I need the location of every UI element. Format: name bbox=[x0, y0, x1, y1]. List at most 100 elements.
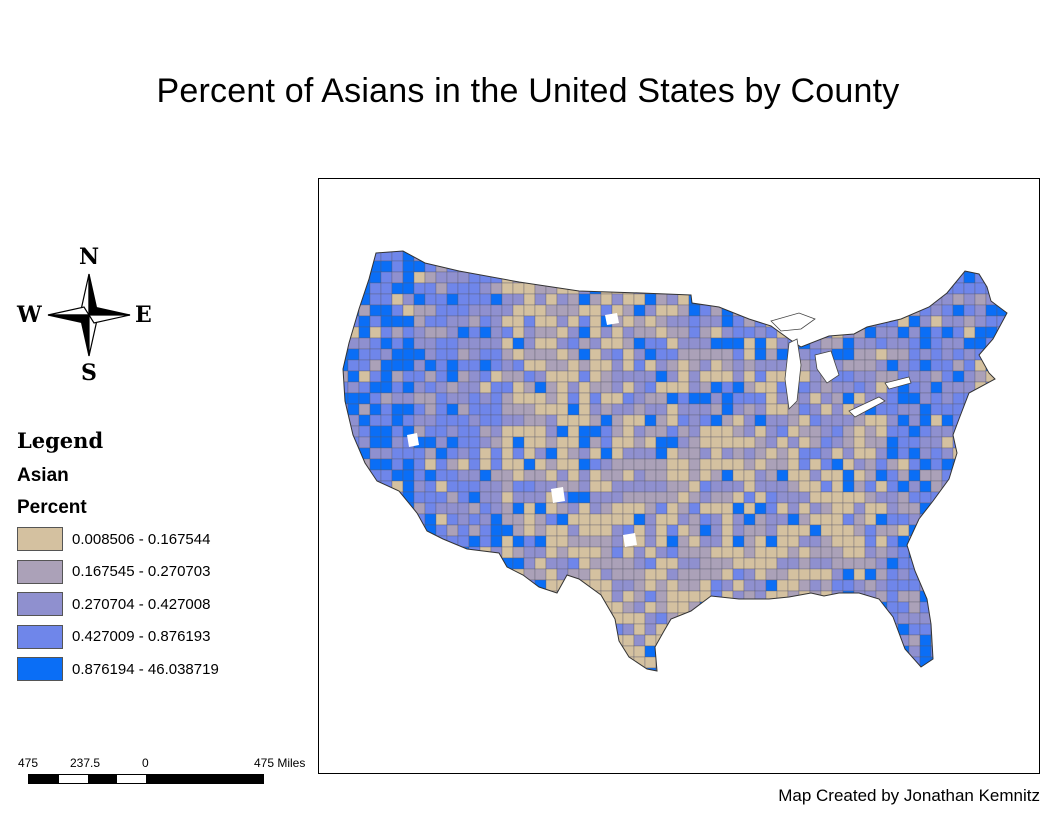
county-cell bbox=[414, 239, 425, 250]
county-cell bbox=[380, 381, 393, 394]
county-cell bbox=[391, 502, 404, 515]
county-cell bbox=[952, 260, 965, 273]
county-cell bbox=[578, 293, 591, 306]
county-cell bbox=[512, 293, 525, 306]
county-cell bbox=[402, 414, 415, 427]
county-cell bbox=[908, 271, 921, 284]
county-cell bbox=[479, 293, 492, 306]
county-cell bbox=[787, 645, 800, 658]
county-cell bbox=[435, 337, 448, 350]
county-cell bbox=[380, 634, 393, 647]
county-cell bbox=[886, 535, 899, 548]
county-cell bbox=[909, 239, 920, 250]
county-cell bbox=[479, 535, 492, 548]
county-cell bbox=[974, 425, 987, 438]
county-cell bbox=[523, 260, 536, 273]
county-cell bbox=[633, 491, 646, 504]
county-cell bbox=[963, 469, 976, 482]
county-cell bbox=[930, 502, 943, 515]
county-cell bbox=[468, 667, 481, 671]
county-cell bbox=[699, 271, 712, 284]
county-cell bbox=[534, 601, 547, 614]
county-cell bbox=[435, 590, 448, 603]
county-cell bbox=[908, 436, 921, 449]
county-cell bbox=[380, 601, 393, 614]
county-cell bbox=[875, 623, 888, 636]
county-cell bbox=[854, 239, 865, 250]
county-cell bbox=[611, 601, 624, 614]
county-cell bbox=[633, 447, 646, 460]
county-cell bbox=[611, 469, 624, 482]
county-cell bbox=[611, 480, 624, 493]
county-cell bbox=[919, 502, 932, 515]
county-cell bbox=[358, 546, 371, 559]
county-cell bbox=[343, 425, 349, 438]
county-cell bbox=[743, 282, 756, 295]
county-cell bbox=[721, 282, 734, 295]
county-cell bbox=[721, 491, 734, 504]
county-cell bbox=[567, 315, 580, 328]
county-cell bbox=[666, 458, 679, 471]
county-cell bbox=[875, 458, 888, 471]
county-cell bbox=[622, 568, 635, 581]
county-cell bbox=[655, 359, 668, 372]
county-cell bbox=[930, 403, 943, 416]
county-cell bbox=[974, 535, 987, 548]
county-cell bbox=[985, 458, 998, 471]
county-cell bbox=[655, 315, 668, 328]
county-cell bbox=[787, 546, 800, 559]
county-cell bbox=[897, 601, 910, 614]
county-cell bbox=[545, 502, 558, 515]
county-cell bbox=[556, 304, 569, 317]
county-cell bbox=[985, 436, 998, 449]
county-cell bbox=[556, 392, 569, 405]
county-cell bbox=[853, 458, 866, 471]
county-cell bbox=[677, 251, 690, 262]
county-cell bbox=[490, 304, 503, 317]
county-cell bbox=[809, 381, 822, 394]
county-cell bbox=[820, 469, 833, 482]
county-cell bbox=[853, 667, 866, 671]
county-cell bbox=[589, 601, 602, 614]
county-cell bbox=[754, 634, 767, 647]
county-cell bbox=[611, 557, 624, 570]
county-cell bbox=[457, 623, 470, 636]
county-cell bbox=[633, 414, 646, 427]
county-cell bbox=[820, 656, 833, 669]
county-cell bbox=[710, 546, 723, 559]
county-cell bbox=[622, 392, 635, 405]
county-cell bbox=[721, 546, 734, 559]
county-cell bbox=[545, 524, 558, 537]
county-cell bbox=[743, 535, 756, 548]
county-cell bbox=[633, 612, 646, 625]
county-cell bbox=[952, 337, 965, 350]
county-cell bbox=[413, 271, 426, 284]
county-cell bbox=[666, 656, 679, 669]
county-cell bbox=[468, 326, 481, 339]
county-cell bbox=[831, 623, 844, 636]
county-cell bbox=[391, 557, 404, 570]
county-cell bbox=[523, 315, 536, 328]
county-cell bbox=[985, 667, 998, 671]
county-cell bbox=[754, 535, 767, 548]
county-cell bbox=[622, 480, 635, 493]
county-cell bbox=[534, 535, 547, 548]
county-cell bbox=[380, 645, 393, 658]
county-cell bbox=[644, 480, 657, 493]
county-cell bbox=[699, 304, 712, 317]
county-cell bbox=[776, 458, 789, 471]
county-cell bbox=[611, 271, 624, 284]
county-cell bbox=[347, 491, 360, 504]
county-cell bbox=[545, 326, 558, 339]
county-cell bbox=[952, 546, 965, 559]
county-cell bbox=[633, 513, 646, 526]
county-cell bbox=[633, 634, 646, 647]
county-cell bbox=[391, 447, 404, 460]
lake-michigan bbox=[784, 338, 802, 410]
county-cell bbox=[369, 667, 382, 671]
county-cell bbox=[853, 546, 866, 559]
county-cell bbox=[413, 315, 426, 328]
county-cell bbox=[952, 656, 965, 669]
county-cell bbox=[402, 447, 415, 460]
county-cell bbox=[688, 271, 701, 284]
